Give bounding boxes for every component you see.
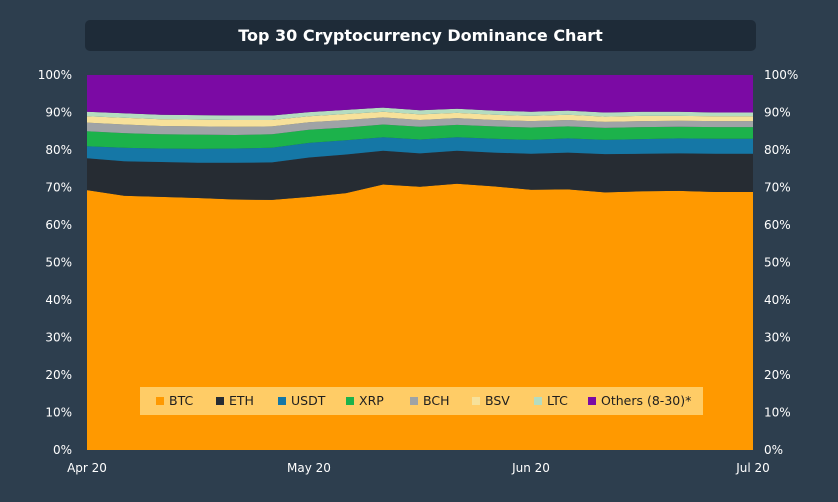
legend-label: ETH bbox=[229, 393, 254, 408]
y-tick-label-left: 0% bbox=[53, 443, 72, 457]
legend-label: XRP bbox=[359, 393, 384, 408]
legend-label: Others (8-30)* bbox=[601, 393, 691, 408]
y-tick-label-left: 70% bbox=[45, 181, 72, 195]
y-tick-label-right: 20% bbox=[764, 368, 791, 382]
series-area-bsv bbox=[87, 111, 753, 127]
y-tick-label-right: 70% bbox=[764, 181, 791, 195]
x-tick-label: Jun 20 bbox=[511, 461, 550, 475]
y-tick-label-right: 60% bbox=[764, 218, 791, 232]
legend-swatch bbox=[346, 397, 354, 405]
y-tick-label-right: 30% bbox=[764, 331, 791, 345]
legend-label: BSV bbox=[485, 393, 510, 408]
y-tick-label-right: 90% bbox=[764, 106, 791, 120]
legend-swatch bbox=[472, 397, 480, 405]
y-tick-label-left: 90% bbox=[45, 106, 72, 120]
y-tick-label-right: 80% bbox=[764, 143, 791, 157]
y-tick-label-right: 50% bbox=[764, 256, 791, 270]
legend-label: BCH bbox=[423, 393, 449, 408]
y-tick-label-right: 100% bbox=[764, 68, 798, 82]
legend-swatch bbox=[410, 397, 418, 405]
series-area-others-8-30 bbox=[87, 75, 753, 116]
series-area-xrp bbox=[87, 124, 753, 149]
series-area-ltc bbox=[87, 107, 753, 120]
x-tick-label: May 20 bbox=[287, 461, 331, 475]
y-tick-label-left: 60% bbox=[45, 218, 72, 232]
legend-swatch bbox=[588, 397, 596, 405]
legend-swatch bbox=[156, 397, 164, 405]
y-tick-label-left: 40% bbox=[45, 293, 72, 307]
legend-swatch bbox=[216, 397, 224, 405]
legend-swatch bbox=[278, 397, 286, 405]
legend-label: BTC bbox=[169, 393, 193, 408]
legend-label: USDT bbox=[291, 393, 326, 408]
series-area-eth bbox=[87, 150, 753, 200]
y-tick-label-left: 80% bbox=[45, 143, 72, 157]
legend-box bbox=[140, 387, 703, 415]
y-tick-label-left: 30% bbox=[45, 331, 72, 345]
x-tick-label: Apr 20 bbox=[67, 461, 107, 475]
series-area-usdt bbox=[87, 137, 753, 163]
series-area-btc bbox=[87, 183, 753, 451]
y-tick-label-left: 20% bbox=[45, 368, 72, 382]
y-tick-label-left: 10% bbox=[45, 406, 72, 420]
chart-title: Top 30 Cryptocurrency Dominance Chart bbox=[238, 26, 603, 45]
chart-title-bar: Top 30 Cryptocurrency Dominance Chart bbox=[85, 20, 756, 51]
x-tick-label: Jul 20 bbox=[735, 461, 770, 475]
y-tick-label-left: 50% bbox=[45, 256, 72, 270]
y-tick-label-left: 100% bbox=[38, 68, 72, 82]
y-tick-label-right: 10% bbox=[764, 406, 791, 420]
y-tick-label-right: 40% bbox=[764, 293, 791, 307]
series-area-bch bbox=[87, 117, 753, 135]
y-tick-label-right: 0% bbox=[764, 443, 783, 457]
legend-swatch bbox=[534, 397, 542, 405]
legend-label: LTC bbox=[547, 393, 568, 408]
